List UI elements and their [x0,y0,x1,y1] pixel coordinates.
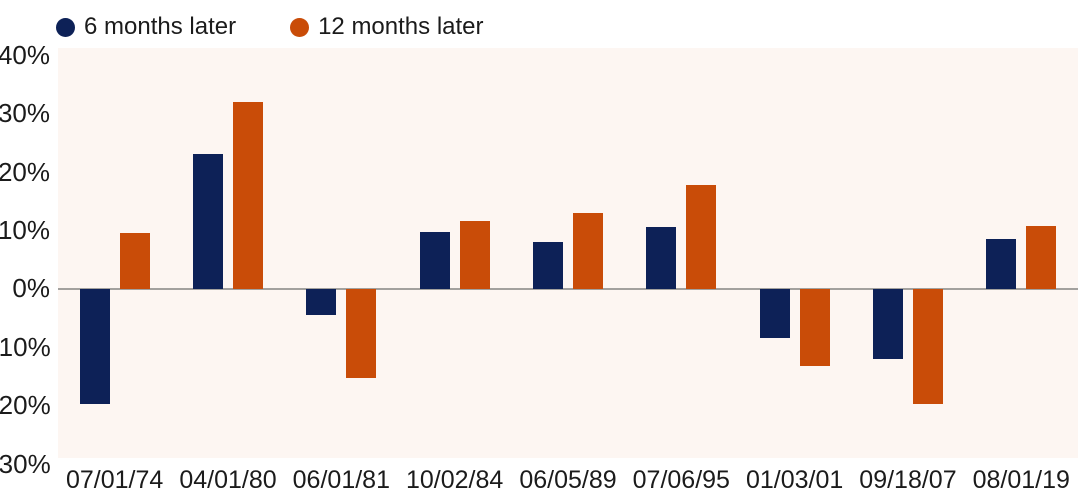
bar-6-months-later [872,289,903,359]
bar-12-months-later [232,102,263,289]
zero-axis-line [58,288,1078,290]
bar-group [171,48,284,458]
x-axis-label: 10/02/84 [405,466,504,494]
bars-container [58,48,1078,458]
y-tick-40: 40% [0,40,50,70]
bar-12-months-later [686,185,717,289]
x-axis-label: 07/06/95 [632,466,730,494]
y-tick-20: 20% [0,157,50,187]
bar-12-months-later [572,213,603,289]
bar-6-months-later [79,289,110,404]
plot-area [58,48,1078,458]
y-tick-30: 30% [0,98,50,128]
x-axis-label: 07/01/74 [66,466,164,494]
bar-6-months-later [759,289,790,338]
bar-12-months-later [346,289,377,378]
bar-6-months-later [532,242,563,289]
legend-dot-12-months-later-icon [290,17,310,37]
bar-12-months-later [799,289,830,366]
bar-group [58,48,171,458]
x-axis: 07/01/74 04/01/80 06/01/81 10/02/84 06/05/89… [58,466,1078,494]
legend: 6 months later 12 months later [56,13,484,41]
y-tick-minus-30: -30% [0,449,51,479]
legend-dot-6-months-later-icon [56,17,75,37]
bar-12-months-later [459,221,490,289]
bar-group [851,48,964,458]
y-tick-minus-20: -20% [0,390,51,420]
bar-6-months-later [419,232,450,289]
legend-item-6-months-later: 6 months later [56,13,236,41]
y-tick-0: 0% [12,273,50,303]
bar-12-months-later [1026,226,1057,289]
legend-item-12-months-later: 12 months later [290,13,484,41]
x-axis-label: 09/18/07 [859,466,957,494]
bar-group [965,48,1078,458]
x-axis-label: 04/01/80 [179,466,277,494]
legend-label-6-months-later: 6 months later [84,13,237,40]
x-axis-label: 08/01/19 [972,466,1070,494]
x-axis-label: 01/03/01 [745,466,844,494]
bar-6-months-later [192,154,223,289]
legend-label-12-months-later: 12 months later [318,13,484,40]
bar-6-months-later [306,289,337,315]
x-axis-label: 06/01/81 [292,466,390,494]
bar-group [625,48,738,458]
y-tick-minus-10: -10% [0,332,51,362]
x-axis-label: 06/05/89 [519,466,617,494]
bar-group [511,48,624,458]
bar-6-months-later [646,227,677,289]
bar-group [738,48,851,458]
bar-group [398,48,511,458]
bar-12-months-later [912,289,943,404]
y-axis: 40% 30% 20% 10% 0% -10% -20% -30% [0,0,52,502]
bar-group [285,48,398,458]
y-tick-10: 10% [0,215,50,245]
bar-6-months-later [986,239,1017,289]
bar-12-months-later [119,233,150,289]
